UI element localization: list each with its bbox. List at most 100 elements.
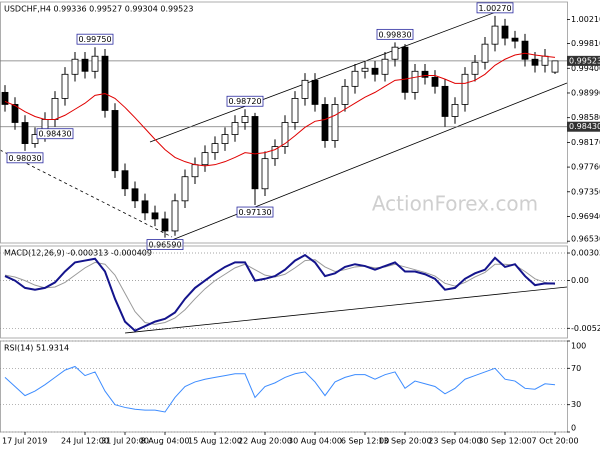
candle-body <box>471 61 479 75</box>
candle-body <box>141 200 149 214</box>
annotation-box <box>236 206 274 218</box>
candle-body <box>261 158 269 190</box>
candle-body <box>101 55 109 111</box>
candle-body <box>51 98 59 120</box>
panel-frame <box>0 245 568 339</box>
candle-body <box>371 67 379 75</box>
candle-body <box>391 46 399 60</box>
panel-title: RSI(14) 51.9314 <box>4 344 69 353</box>
annotation-label: 0.98030 <box>8 154 41 163</box>
candle-body <box>341 85 349 105</box>
candle-body <box>11 104 19 123</box>
indicator-line <box>4 365 556 413</box>
annotation-box <box>76 33 114 45</box>
candle-body <box>541 55 549 66</box>
candle-body <box>181 176 189 202</box>
y-tick-label: 0 <box>571 424 576 433</box>
annotation-label: 0.98430 <box>38 130 71 139</box>
price-level-label: 0.98430 <box>569 122 600 131</box>
y-tick-label: -0.005236 <box>571 324 600 333</box>
annotation-box <box>36 128 74 140</box>
x-tick-label: 31 Jul 20:00 <box>101 437 149 446</box>
candle-body <box>411 70 419 93</box>
candle-body <box>461 73 469 105</box>
candle-body <box>211 143 219 154</box>
candle-body <box>531 58 539 66</box>
x-tick-label: 30 Sep 12:00 <box>478 437 531 446</box>
candle-body <box>91 55 99 72</box>
candle-body <box>121 170 129 190</box>
x-tick-label: 15 Aug 12:00 <box>188 437 242 446</box>
price-level-box <box>567 55 600 66</box>
candle-body <box>171 200 179 232</box>
candle-body <box>151 212 159 220</box>
x-tick-label: 8 Aug 04:00 <box>141 437 190 446</box>
candle-body <box>291 98 299 123</box>
candle-body <box>321 104 329 141</box>
candle-body <box>271 146 279 160</box>
y-tick-label: 70 <box>571 364 581 373</box>
candle-body <box>451 104 459 117</box>
indicator-line <box>4 253 556 332</box>
channel-upper <box>149 5 513 143</box>
x-tick-label: 7 Oct 20:00 <box>531 437 578 446</box>
candle-body <box>221 134 229 144</box>
candle-body <box>281 122 289 148</box>
annotation-box <box>226 95 264 107</box>
annotation-label: 0.98720 <box>228 97 261 106</box>
x-tick-label: 30 Aug 04:00 <box>288 437 342 446</box>
candle-body <box>81 58 89 72</box>
y-tick-label: 0.00 <box>571 276 589 285</box>
annotation-box <box>376 28 414 40</box>
indicator-line <box>4 259 556 325</box>
y-tick-label: 100 <box>571 342 586 351</box>
candle-body <box>551 60 559 73</box>
candle-body <box>521 40 529 60</box>
annotation-box <box>6 152 44 164</box>
candle-body <box>131 188 139 202</box>
candle-body <box>431 76 439 87</box>
candle-body <box>241 116 249 123</box>
x-tick-label: 24 Jul 12:00 <box>61 437 109 446</box>
annotation-label: 1.00270 <box>478 4 511 13</box>
candle-body <box>311 79 319 105</box>
annotation-label: 0.99750 <box>78 35 111 44</box>
annotation-box <box>146 239 184 250</box>
macd-trend <box>124 286 568 334</box>
candle-body <box>331 104 339 141</box>
candle-body <box>421 70 429 78</box>
x-tick-label: 22 Aug 20:00 <box>238 437 292 446</box>
candle-body <box>501 25 509 39</box>
annotation-label: 0.99830 <box>378 30 411 39</box>
watermark: ActionForex.com <box>372 192 538 216</box>
price-level-label: 0.99523 <box>569 56 600 65</box>
panel-frame <box>0 340 568 433</box>
annotation-label: 0.96590 <box>148 241 181 250</box>
candle-body <box>381 58 389 75</box>
x-tick-label: 17 Jul 2019 <box>2 437 47 446</box>
y-tick-label: 0.00303 <box>571 249 600 258</box>
price-level-box <box>567 121 600 132</box>
x-tick-label: 13 Sep 20:00 <box>378 437 431 446</box>
candle-body <box>491 25 499 45</box>
x-tick-label: 23 Sep 04:00 <box>428 437 481 446</box>
moving-average <box>4 52 556 167</box>
candle-body <box>191 164 199 178</box>
y-tick-label: 30 <box>571 400 581 409</box>
candle-body <box>231 122 239 135</box>
candle-body <box>511 37 519 42</box>
candle-body <box>301 79 309 99</box>
annotation-label: 0.97130 <box>238 208 271 217</box>
candle-body <box>21 122 29 144</box>
